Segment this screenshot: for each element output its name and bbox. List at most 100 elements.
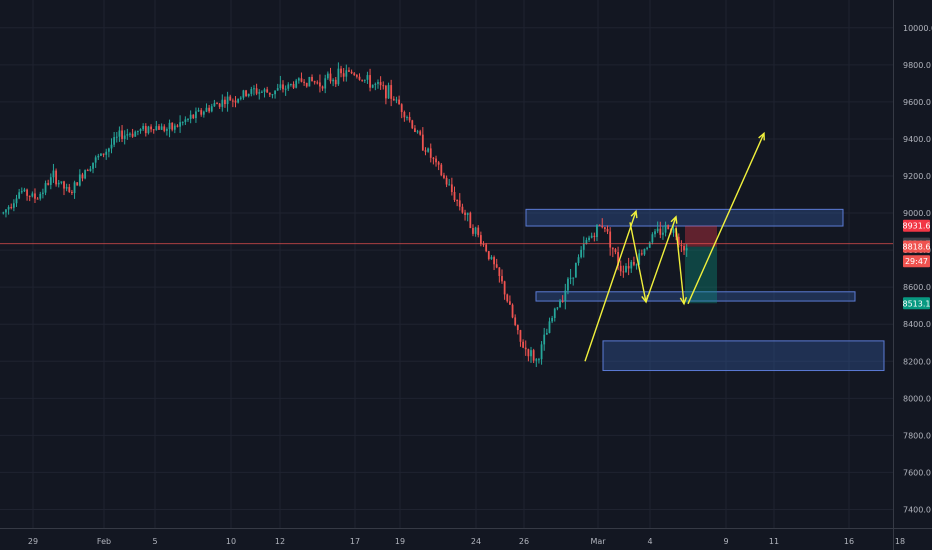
candle [23,187,26,193]
annotation-arrow-3[interactable] [675,227,685,304]
candle [443,172,445,180]
candle [479,231,482,247]
y-tick-label: 7800.0 [903,431,931,440]
candle [179,115,181,133]
zone-box-2[interactable] [602,340,885,372]
candle [353,72,356,76]
candle [519,329,522,347]
candle [601,218,604,229]
candle [20,187,23,194]
candle [635,263,638,270]
candle [337,62,340,86]
annotation-arrow-2[interactable] [645,216,677,303]
candle [297,77,300,84]
candle [545,328,548,335]
price-tag-label: 8931.6 [903,222,931,231]
y-tick-label: 8000.0 [903,394,931,403]
candle [398,95,400,105]
annotation-arrow-0[interactable] [584,210,637,362]
candle [92,162,94,174]
annotation-arrow-1[interactable] [629,222,647,303]
candle [651,232,654,245]
candle [290,83,292,87]
x-tick-label: 17 [350,537,360,546]
candle [514,314,517,327]
candle [187,118,189,122]
y-tick-label: 9400.0 [903,135,931,144]
zone-box-1[interactable] [535,291,856,302]
candle [580,246,583,259]
x-tick-label: 11 [769,537,779,546]
candle [326,71,329,80]
candle [355,74,358,79]
candle [458,193,461,211]
zone-box-0[interactable] [525,208,844,227]
candle [472,224,474,237]
candle [260,90,263,94]
candle [176,124,179,128]
candle [84,169,87,180]
candle [100,153,102,157]
candle [559,298,561,308]
candle [622,265,625,278]
time-axis[interactable]: 29 Feb 5 10 12 17 19 24 26 Mar 4 9 11 16 18 [0,528,932,547]
candle [643,248,646,256]
candle [205,103,208,113]
candle [490,255,493,260]
y-tick-label: 7600.0 [903,468,931,477]
candle [71,189,73,195]
candle [63,180,65,196]
candle [582,236,585,258]
y-tick-label: 10000.0 [903,24,932,33]
candle [532,348,535,364]
candle [445,175,448,188]
candle [189,110,192,124]
candle [509,295,511,305]
y-tick-label: 9200.0 [903,172,931,181]
candle [129,132,131,138]
candle [493,255,495,271]
candle [577,254,580,266]
candle [609,227,612,256]
candle [572,277,575,286]
candle [596,224,598,242]
price-axis[interactable]: 10000.09800.09600.09400.09200.09000.0880… [893,0,932,550]
candle [158,124,160,131]
price-tag: 8513.1 [903,297,931,310]
candle [503,280,506,300]
candle [611,247,614,258]
candle [551,315,554,324]
candle [487,250,490,261]
candle [279,75,282,91]
annotation-arrow-4[interactable] [687,133,765,305]
candle [102,153,105,158]
candle [329,67,332,84]
stop-loss-box[interactable] [685,225,717,247]
price-tag-label: 8513.1 [903,299,931,308]
candle [535,358,538,368]
candle [590,232,593,239]
candle [419,129,422,136]
candle [245,89,247,98]
candle [55,168,57,187]
candle [400,103,403,119]
trade-setup-layer [685,225,717,304]
candle [348,67,350,73]
candle [168,119,171,138]
candle [363,79,366,83]
candle [192,114,195,120]
candle [10,203,13,210]
candle [200,108,203,117]
candle [15,194,18,207]
candle [123,130,126,145]
candle [366,71,369,84]
candle [105,148,108,160]
candle [76,182,79,186]
candle [216,101,218,105]
candle [627,257,630,276]
candle [638,249,641,265]
candle [403,110,406,122]
candle [292,81,295,89]
candle [60,181,63,185]
